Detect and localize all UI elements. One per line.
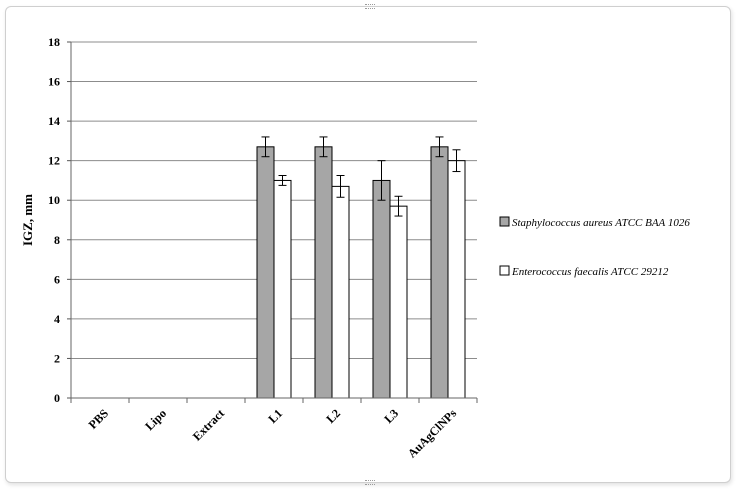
y-tick-labels: 0 2 4 6 8 10 12 14 16 18 xyxy=(48,35,60,405)
bar xyxy=(256,146,275,399)
error-bars xyxy=(261,136,461,217)
y-tick-label: 18 xyxy=(48,35,60,49)
x-tick-label: PBS xyxy=(86,406,112,432)
bar xyxy=(447,160,466,399)
x-tick-label: Lipo xyxy=(142,406,169,433)
frame-resize-handle-top[interactable] xyxy=(365,4,375,9)
y-tick-label: 16 xyxy=(48,75,60,89)
legend: Staphylococcus aureus ATCC BAA 1026 Enter… xyxy=(499,216,690,278)
legend-label: Enterococcus faecalis ATCC 29212 xyxy=(511,266,669,278)
y-tick-label: 8 xyxy=(54,233,60,247)
bars xyxy=(256,146,466,399)
bar xyxy=(372,179,391,399)
x-tick-label: L3 xyxy=(381,406,401,426)
bar xyxy=(314,146,333,399)
chart-frame xyxy=(5,6,731,483)
x-tick-label: L1 xyxy=(265,406,285,426)
bar xyxy=(389,205,408,399)
bar xyxy=(430,146,449,399)
bar xyxy=(331,185,350,399)
legend-swatch xyxy=(499,265,510,276)
x-tick-label: AuAgClNPs xyxy=(405,406,459,460)
bar xyxy=(273,179,292,399)
legend-swatch xyxy=(499,216,510,227)
y-tick-label: 10 xyxy=(48,193,60,207)
x-tick-label: Extract xyxy=(190,406,227,443)
axes xyxy=(67,41,478,403)
y-tick-label: 4 xyxy=(54,312,60,326)
x-tick-label: L2 xyxy=(323,406,343,426)
y-tick-label: 0 xyxy=(54,391,60,405)
y-axis-label: IGZ, mm xyxy=(20,194,35,246)
legend-label: Staphylococcus aureus ATCC BAA 1026 xyxy=(512,217,690,229)
x-tick-labels: PBS Lipo Extract L1 L2 L3 AuAgClNPs xyxy=(86,406,460,460)
frame-resize-handle-bottom[interactable] xyxy=(365,480,375,485)
y-tick-label: 2 xyxy=(54,351,60,365)
y-tick-label: 6 xyxy=(54,272,60,286)
y-tick-label: 14 xyxy=(48,114,60,128)
y-tick-label: 12 xyxy=(48,154,60,168)
